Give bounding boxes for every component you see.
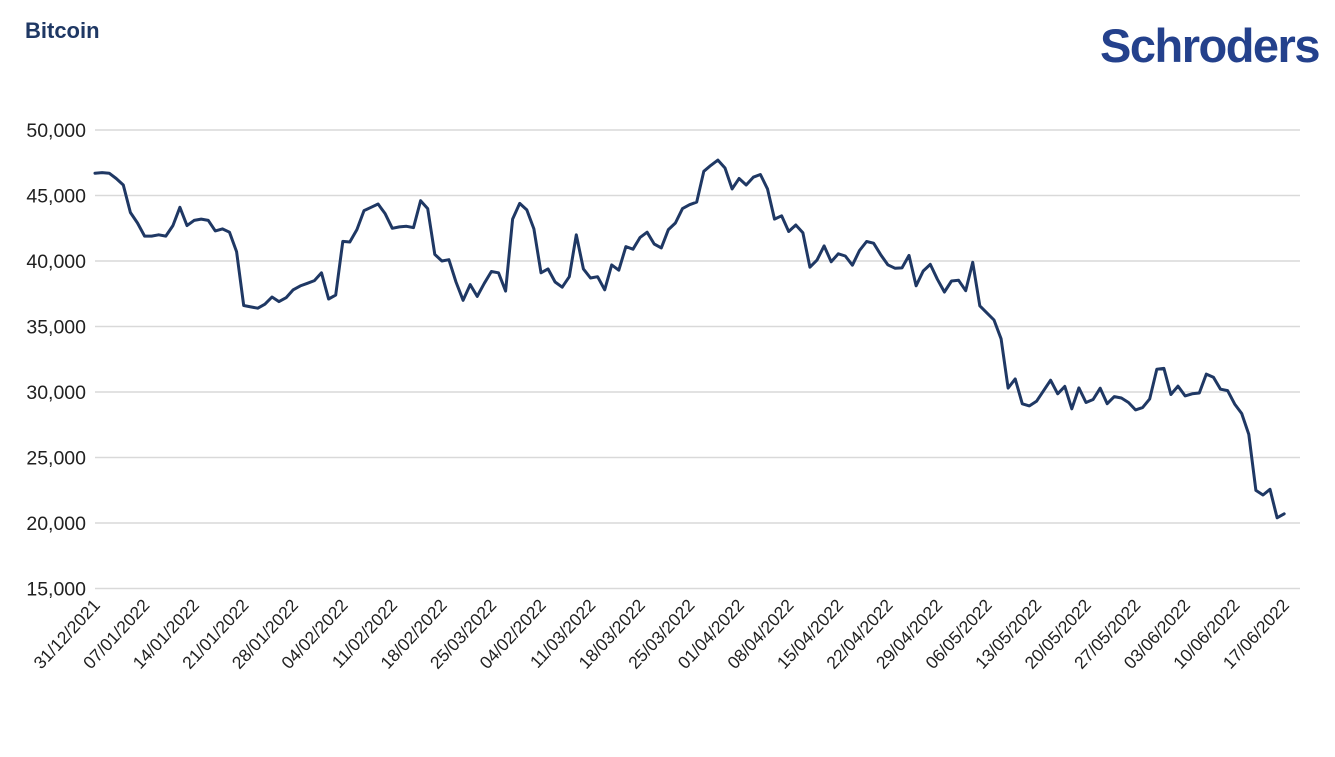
page-title: Bitcoin (25, 18, 100, 43)
y-axis-label: 30,000 (26, 382, 86, 404)
y-axis-label: 45,000 (26, 186, 86, 208)
y-axis-label: 15,000 (26, 579, 86, 601)
y-axis-label: 25,000 (26, 448, 86, 470)
y-axis-label: 35,000 (26, 317, 86, 339)
y-axis-label: 20,000 (26, 513, 86, 535)
price-line (93, 158, 1286, 520)
y-axis-label: 40,000 (26, 251, 86, 273)
y-axis-label: 50,000 (26, 120, 86, 142)
schroders-logo: Schroders (1100, 19, 1320, 72)
